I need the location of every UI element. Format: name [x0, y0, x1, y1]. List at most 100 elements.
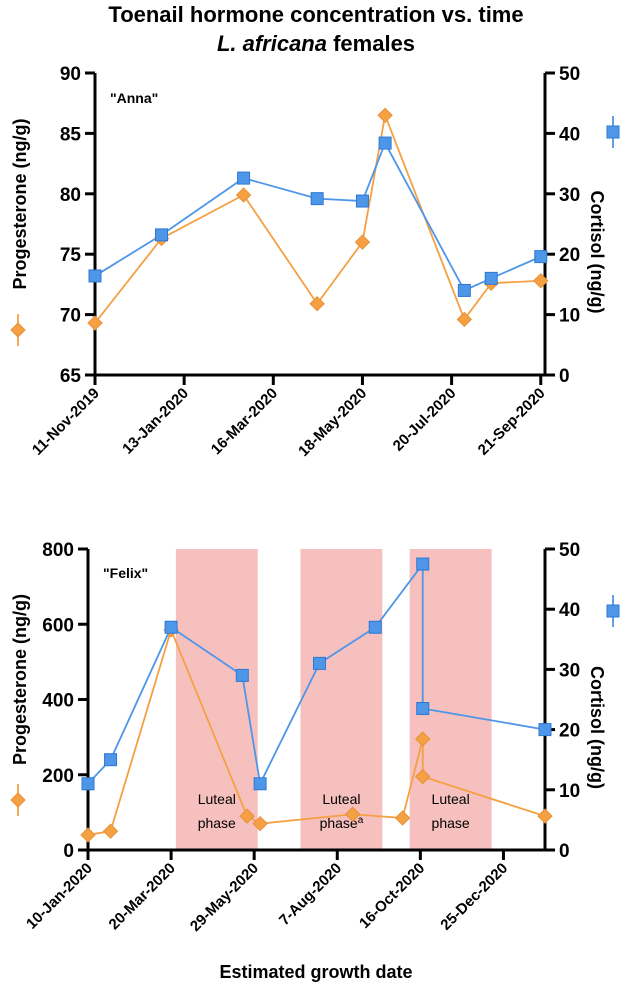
panel-label: "Anna" [110, 90, 158, 106]
chart-title: Toenail hormone concentration vs. time [108, 2, 523, 27]
x-tick-label: 29-May-2020 [187, 860, 262, 935]
cortisol-point [378, 136, 392, 150]
footnote-marker: a [358, 815, 364, 826]
cortisol-line [94, 140, 542, 292]
y-right-tick-label: 20 [559, 721, 580, 742]
y-left-tick-label: 80 [60, 185, 81, 206]
luteal-phase-region [175, 549, 258, 850]
progesterone-point [354, 234, 371, 250]
y-left-tick-label: 400 [42, 691, 74, 712]
y-left-tick-label: 65 [60, 366, 82, 387]
y-right-tick-label: 20 [559, 245, 580, 266]
progesterone-point [537, 808, 553, 824]
cortisol-point [457, 283, 471, 297]
x-tick-label: 20-Mar-2020 [106, 860, 179, 933]
progesterone-line [94, 111, 541, 324]
cortisol-point [155, 228, 169, 242]
y-right-tick-label: 0 [559, 366, 570, 387]
progesterone-point [456, 311, 473, 328]
progesterone-point [394, 810, 411, 826]
y-right-tick-label: 0 [559, 841, 570, 862]
cortisol-point [253, 777, 267, 791]
luteal-phase-region [300, 549, 383, 850]
y-right-tick-label: 40 [559, 124, 580, 145]
cortisol-point [310, 192, 324, 206]
progesterone-point [309, 296, 325, 312]
progesterone-point [80, 827, 96, 843]
progesterone-point [252, 815, 268, 832]
progesterone-point [102, 823, 119, 839]
y-right-tick-label: 50 [559, 540, 580, 561]
x-tick-label: 21-Sep-2020 [475, 385, 549, 459]
y-left-tick-label: 0 [63, 841, 74, 862]
title-suffix: females [327, 31, 415, 56]
y-left-tick-label: 800 [42, 540, 74, 561]
x-tick-label: 16-Mar-2020 [208, 385, 281, 458]
y-left-tick-label: 70 [60, 306, 81, 327]
y-left-title: Progesterone (ng/g) [10, 594, 30, 765]
x-tick-label: 13-Jan-2020 [119, 385, 192, 458]
progesterone-point [239, 808, 255, 824]
cortisol-line [87, 561, 546, 787]
progesterone-point [533, 273, 549, 289]
cortisol-point [164, 620, 178, 634]
cortisol-point [235, 668, 249, 682]
progesterone-point [87, 315, 103, 331]
x-tick-label: 16-Oct-2020 [356, 860, 428, 932]
shade-label-line2: phase [432, 815, 470, 831]
y-right-tick-label: 50 [559, 64, 580, 85]
x-axis-title: Estimated growth date [219, 962, 412, 982]
y-left-tick-label: 200 [42, 766, 74, 787]
x-tick-label: 11-Nov-2019 [29, 385, 103, 459]
legend-progesterone-marker [10, 322, 26, 338]
cortisol-point [538, 723, 552, 737]
shade-label-line2: phase [198, 815, 236, 831]
cortisol-point [104, 753, 118, 767]
y-left-title: Progesterone (ng/g) [10, 118, 30, 289]
progesterone-point [415, 768, 431, 785]
shade-label-text: phase [320, 815, 358, 831]
shade-label-line1: Luteal [432, 791, 470, 807]
cortisol-point [81, 777, 95, 791]
cortisol-point [368, 620, 382, 634]
progesterone-line [87, 627, 546, 836]
cortisol-point [534, 250, 548, 264]
legend-progesterone-marker [10, 792, 26, 808]
y-right-tick-label: 40 [559, 600, 580, 621]
y-left-tick-label: 75 [60, 245, 82, 266]
y-right-tick-label: 10 [559, 306, 580, 327]
x-tick-label: 7-Aug-2020 [276, 860, 345, 929]
cortisol-point [237, 171, 251, 185]
legend-cortisol-marker [606, 125, 620, 139]
panel-felix: LutealphaseLutealphaseaLutealphase020040… [10, 540, 620, 935]
panel-anna: 65 70 75 80 85 90 0 10 20 30 40 50 11-Nov-2019 13-Jan… [10, 64, 620, 460]
progesterone-point [415, 731, 431, 747]
shade-label-line1: Luteal [198, 791, 236, 807]
shade-label-line1: Luteal [322, 791, 360, 807]
species-name: L. africana [217, 31, 327, 56]
y-left-tick-label: 90 [60, 64, 81, 85]
cortisol-point [416, 557, 430, 571]
x-tick-label: 18-May-2020 [295, 385, 370, 460]
y-left-tick-label: 85 [60, 124, 82, 145]
x-tick-label: 25-Dec-2020 [437, 860, 511, 934]
cortisol-point [88, 269, 102, 283]
progesterone-point [344, 806, 361, 822]
y-right-tick-label: 30 [559, 660, 580, 681]
shade-label-line2: phasea [320, 815, 364, 832]
progesterone-point [235, 187, 252, 203]
y-right-title: Cortisol (ng/g) [587, 191, 607, 314]
chart-subtitle: L. africana females [217, 31, 415, 56]
cortisol-point [355, 194, 369, 208]
y-right-tick-label: 10 [559, 781, 580, 802]
y-right-tick-label: 30 [559, 185, 580, 206]
cortisol-point [416, 702, 430, 716]
x-tick-label: 10-Jan-2020 [23, 860, 96, 933]
cortisol-point [312, 656, 326, 670]
legend-cortisol-marker [606, 604, 620, 618]
y-right-title: Cortisol (ng/g) [587, 666, 607, 789]
progesterone-point [377, 107, 393, 123]
y-left-tick-label: 600 [42, 615, 74, 636]
x-tick-label: 20-Jul-2020 [390, 385, 460, 455]
